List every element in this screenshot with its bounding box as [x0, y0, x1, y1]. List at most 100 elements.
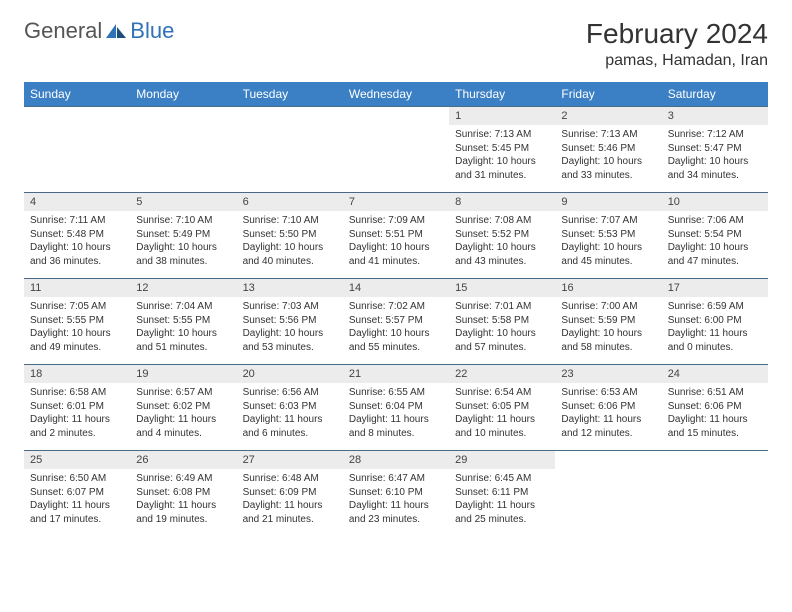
- sunset-text: Sunset: 5:52 PM: [455, 228, 549, 242]
- calendar-body: 1Sunrise: 7:13 AMSunset: 5:45 PMDaylight…: [24, 106, 768, 536]
- sunset-text: Sunset: 5:49 PM: [136, 228, 230, 242]
- day-body: Sunrise: 6:47 AMSunset: 6:10 PMDaylight:…: [343, 469, 449, 532]
- sunset-text: Sunset: 6:05 PM: [455, 400, 549, 414]
- calendar-cell: 16Sunrise: 7:00 AMSunset: 5:59 PMDayligh…: [555, 278, 661, 364]
- day-body: Sunrise: 7:02 AMSunset: 5:57 PMDaylight:…: [343, 297, 449, 360]
- day-body: Sunrise: 7:06 AMSunset: 5:54 PMDaylight:…: [662, 211, 768, 274]
- day-body: Sunrise: 7:03 AMSunset: 5:56 PMDaylight:…: [237, 297, 343, 360]
- calendar-cell: 18Sunrise: 6:58 AMSunset: 6:01 PMDayligh…: [24, 364, 130, 450]
- sunrise-text: Sunrise: 6:55 AM: [349, 386, 443, 400]
- daylight-text: Daylight: 11 hours and 15 minutes.: [668, 413, 762, 440]
- day-body: Sunrise: 7:12 AMSunset: 5:47 PMDaylight:…: [662, 125, 768, 188]
- day-number: 13: [237, 278, 343, 297]
- day-number: 16: [555, 278, 661, 297]
- day-number: 9: [555, 192, 661, 211]
- sunrise-text: Sunrise: 7:06 AM: [668, 214, 762, 228]
- daylight-text: Daylight: 11 hours and 8 minutes.: [349, 413, 443, 440]
- calendar-cell: [24, 106, 130, 192]
- sunset-text: Sunset: 5:57 PM: [349, 314, 443, 328]
- calendar-cell: 6Sunrise: 7:10 AMSunset: 5:50 PMDaylight…: [237, 192, 343, 278]
- day-body: Sunrise: 7:10 AMSunset: 5:49 PMDaylight:…: [130, 211, 236, 274]
- calendar-week: 25Sunrise: 6:50 AMSunset: 6:07 PMDayligh…: [24, 450, 768, 536]
- day-body: Sunrise: 6:59 AMSunset: 6:00 PMDaylight:…: [662, 297, 768, 360]
- calendar-cell: 25Sunrise: 6:50 AMSunset: 6:07 PMDayligh…: [24, 450, 130, 536]
- calendar-cell: 14Sunrise: 7:02 AMSunset: 5:57 PMDayligh…: [343, 278, 449, 364]
- day-number-empty: [237, 106, 343, 125]
- calendar-cell: 28Sunrise: 6:47 AMSunset: 6:10 PMDayligh…: [343, 450, 449, 536]
- day-body: Sunrise: 7:01 AMSunset: 5:58 PMDaylight:…: [449, 297, 555, 360]
- daylight-text: Daylight: 10 hours and 43 minutes.: [455, 241, 549, 268]
- sunset-text: Sunset: 6:06 PM: [561, 400, 655, 414]
- sunset-text: Sunset: 6:11 PM: [455, 486, 549, 500]
- day-number: 24: [662, 364, 768, 383]
- day-number: 11: [24, 278, 130, 297]
- day-number-empty: [24, 106, 130, 125]
- sunrise-text: Sunrise: 6:47 AM: [349, 472, 443, 486]
- sunset-text: Sunset: 5:54 PM: [668, 228, 762, 242]
- sunset-text: Sunset: 5:55 PM: [136, 314, 230, 328]
- sunset-text: Sunset: 6:09 PM: [243, 486, 337, 500]
- sunrise-text: Sunrise: 6:45 AM: [455, 472, 549, 486]
- daylight-text: Daylight: 10 hours and 53 minutes.: [243, 327, 337, 354]
- daylight-text: Daylight: 10 hours and 51 minutes.: [136, 327, 230, 354]
- daylight-text: Daylight: 10 hours and 55 minutes.: [349, 327, 443, 354]
- sunset-text: Sunset: 5:56 PM: [243, 314, 337, 328]
- day-number: 2: [555, 106, 661, 125]
- day-number: 27: [237, 450, 343, 469]
- sunset-text: Sunset: 5:48 PM: [30, 228, 124, 242]
- day-body: Sunrise: 6:53 AMSunset: 6:06 PMDaylight:…: [555, 383, 661, 446]
- day-number: 7: [343, 192, 449, 211]
- day-body: Sunrise: 7:05 AMSunset: 5:55 PMDaylight:…: [24, 297, 130, 360]
- calendar-cell: 11Sunrise: 7:05 AMSunset: 5:55 PMDayligh…: [24, 278, 130, 364]
- daylight-text: Daylight: 11 hours and 10 minutes.: [455, 413, 549, 440]
- day-number: 8: [449, 192, 555, 211]
- sunset-text: Sunset: 6:04 PM: [349, 400, 443, 414]
- day-number: 3: [662, 106, 768, 125]
- sunrise-text: Sunrise: 6:58 AM: [30, 386, 124, 400]
- sunrise-text: Sunrise: 7:10 AM: [136, 214, 230, 228]
- daylight-text: Daylight: 11 hours and 25 minutes.: [455, 499, 549, 526]
- day-number: 23: [555, 364, 661, 383]
- sunset-text: Sunset: 6:00 PM: [668, 314, 762, 328]
- sunset-text: Sunset: 5:53 PM: [561, 228, 655, 242]
- day-body: Sunrise: 6:51 AMSunset: 6:06 PMDaylight:…: [662, 383, 768, 446]
- sunrise-text: Sunrise: 6:56 AM: [243, 386, 337, 400]
- day-number: 14: [343, 278, 449, 297]
- day-header: Thursday: [449, 82, 555, 106]
- logo-text-general: General: [24, 18, 102, 44]
- day-number: 4: [24, 192, 130, 211]
- logo: General Blue: [24, 18, 174, 44]
- daylight-text: Daylight: 10 hours and 33 minutes.: [561, 155, 655, 182]
- calendar-cell: 20Sunrise: 6:56 AMSunset: 6:03 PMDayligh…: [237, 364, 343, 450]
- calendar-cell: 10Sunrise: 7:06 AMSunset: 5:54 PMDayligh…: [662, 192, 768, 278]
- calendar-cell: [555, 450, 661, 536]
- sunset-text: Sunset: 5:58 PM: [455, 314, 549, 328]
- day-number: 28: [343, 450, 449, 469]
- sunset-text: Sunset: 6:10 PM: [349, 486, 443, 500]
- calendar-cell: 2Sunrise: 7:13 AMSunset: 5:46 PMDaylight…: [555, 106, 661, 192]
- sunset-text: Sunset: 5:50 PM: [243, 228, 337, 242]
- sunrise-text: Sunrise: 6:49 AM: [136, 472, 230, 486]
- calendar-cell: 4Sunrise: 7:11 AMSunset: 5:48 PMDaylight…: [24, 192, 130, 278]
- daylight-text: Daylight: 11 hours and 0 minutes.: [668, 327, 762, 354]
- calendar-cell: 29Sunrise: 6:45 AMSunset: 6:11 PMDayligh…: [449, 450, 555, 536]
- sunrise-text: Sunrise: 7:02 AM: [349, 300, 443, 314]
- calendar-cell: [130, 106, 236, 192]
- sunrise-text: Sunrise: 7:01 AM: [455, 300, 549, 314]
- calendar-cell: 19Sunrise: 6:57 AMSunset: 6:02 PMDayligh…: [130, 364, 236, 450]
- sunrise-text: Sunrise: 7:03 AM: [243, 300, 337, 314]
- daylight-text: Daylight: 11 hours and 12 minutes.: [561, 413, 655, 440]
- day-body: Sunrise: 7:13 AMSunset: 5:46 PMDaylight:…: [555, 125, 661, 188]
- day-number: 15: [449, 278, 555, 297]
- calendar-cell: 8Sunrise: 7:08 AMSunset: 5:52 PMDaylight…: [449, 192, 555, 278]
- location: pamas, Hamadan, Iran: [586, 52, 768, 70]
- title-block: February 2024 pamas, Hamadan, Iran: [586, 18, 768, 70]
- day-body: Sunrise: 7:10 AMSunset: 5:50 PMDaylight:…: [237, 211, 343, 274]
- day-number-empty: [555, 450, 661, 469]
- sunset-text: Sunset: 5:46 PM: [561, 142, 655, 156]
- calendar-cell: 15Sunrise: 7:01 AMSunset: 5:58 PMDayligh…: [449, 278, 555, 364]
- calendar-cell: 23Sunrise: 6:53 AMSunset: 6:06 PMDayligh…: [555, 364, 661, 450]
- day-body: Sunrise: 7:13 AMSunset: 5:45 PMDaylight:…: [449, 125, 555, 188]
- calendar-cell: 21Sunrise: 6:55 AMSunset: 6:04 PMDayligh…: [343, 364, 449, 450]
- day-body: Sunrise: 6:54 AMSunset: 6:05 PMDaylight:…: [449, 383, 555, 446]
